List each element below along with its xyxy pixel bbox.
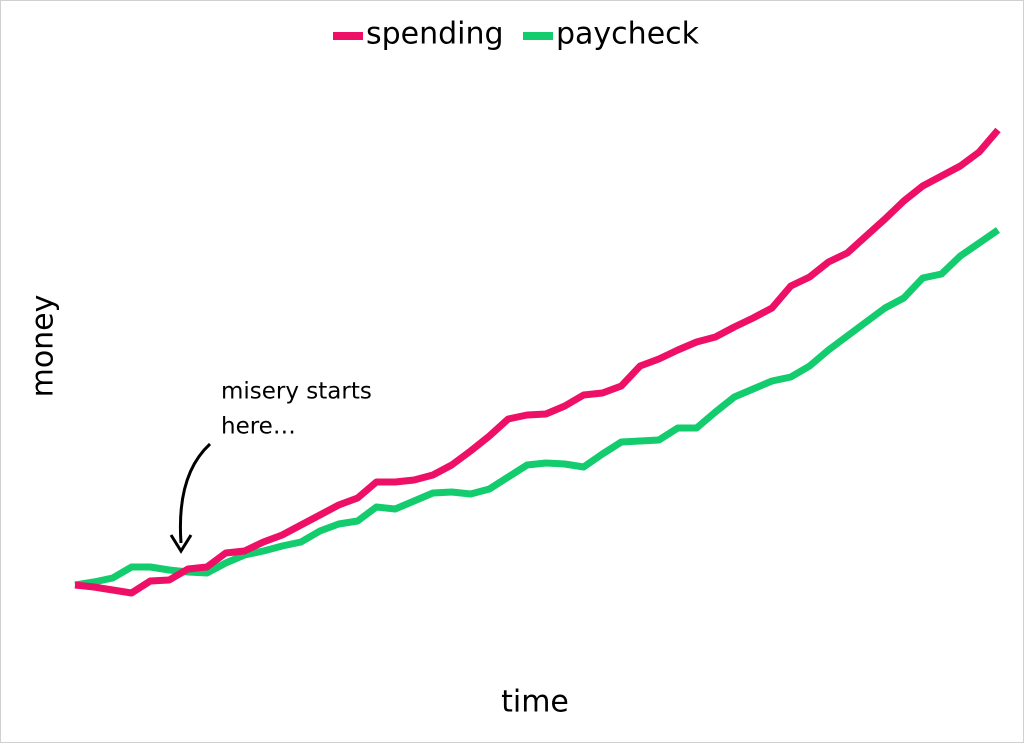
annotation-arrowhead: [169, 534, 193, 554]
legend-label: spending: [366, 17, 504, 52]
annotation-arrow: [178, 442, 212, 544]
x-axis-label: time: [501, 685, 569, 720]
annotation: misery starts: [221, 379, 372, 405]
y-axis-label: money: [26, 295, 61, 398]
legend: spending paycheck: [333, 17, 700, 52]
line: [74, 227, 1000, 589]
line: [74, 127, 1001, 597]
annotation: here…: [221, 414, 296, 440]
legend-label: paycheck: [556, 17, 700, 52]
